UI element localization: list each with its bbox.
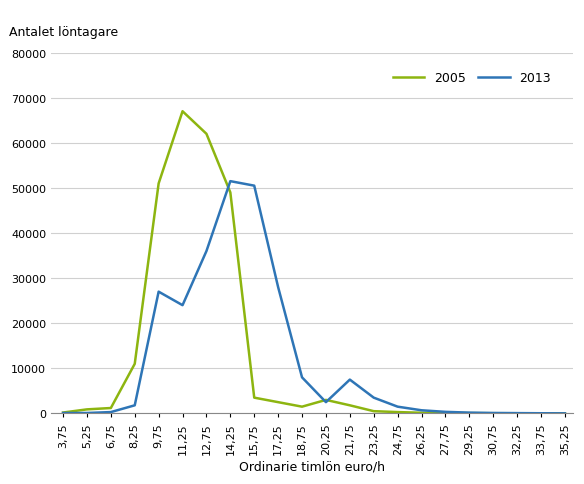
2005: [107, 405, 114, 411]
2013: [513, 410, 520, 416]
2005: [418, 410, 425, 416]
2005: [490, 410, 497, 416]
Legend: 2005, 2013: 2005, 2013: [388, 67, 556, 90]
2005: [179, 109, 186, 115]
2005: [537, 410, 544, 416]
2013: [179, 302, 186, 308]
2005: [251, 395, 258, 401]
2005: [155, 181, 162, 187]
2013: [394, 404, 401, 410]
Text: Antalet löntagare: Antalet löntagare: [9, 26, 119, 39]
2013: [298, 375, 305, 380]
2013: [155, 289, 162, 295]
2005: [394, 409, 401, 415]
2005: [60, 410, 67, 416]
2005: [466, 410, 473, 416]
2013: [60, 410, 67, 416]
2005: [370, 408, 377, 414]
2013: [203, 249, 210, 255]
2013: [466, 410, 473, 416]
2013: [227, 179, 234, 185]
2013: [442, 409, 449, 415]
2013: [131, 403, 138, 408]
2013: [490, 410, 497, 416]
2005: [561, 410, 568, 416]
X-axis label: Ordinarie timlön euro/h: Ordinarie timlön euro/h: [239, 460, 385, 473]
2005: [131, 361, 138, 367]
2013: [274, 285, 281, 290]
2013: [346, 377, 353, 383]
Line: 2013: 2013: [63, 182, 565, 413]
2005: [322, 397, 329, 403]
2005: [274, 399, 281, 405]
Line: 2005: 2005: [63, 112, 565, 413]
2005: [84, 407, 91, 412]
2013: [251, 183, 258, 189]
2005: [298, 404, 305, 410]
2005: [203, 132, 210, 137]
2013: [322, 399, 329, 405]
2013: [370, 395, 377, 401]
2013: [84, 410, 91, 416]
2005: [227, 190, 234, 196]
2013: [561, 410, 568, 416]
2005: [346, 403, 353, 408]
2013: [537, 410, 544, 416]
2013: [418, 408, 425, 413]
2005: [513, 410, 520, 416]
2013: [107, 409, 114, 415]
2005: [442, 410, 449, 416]
